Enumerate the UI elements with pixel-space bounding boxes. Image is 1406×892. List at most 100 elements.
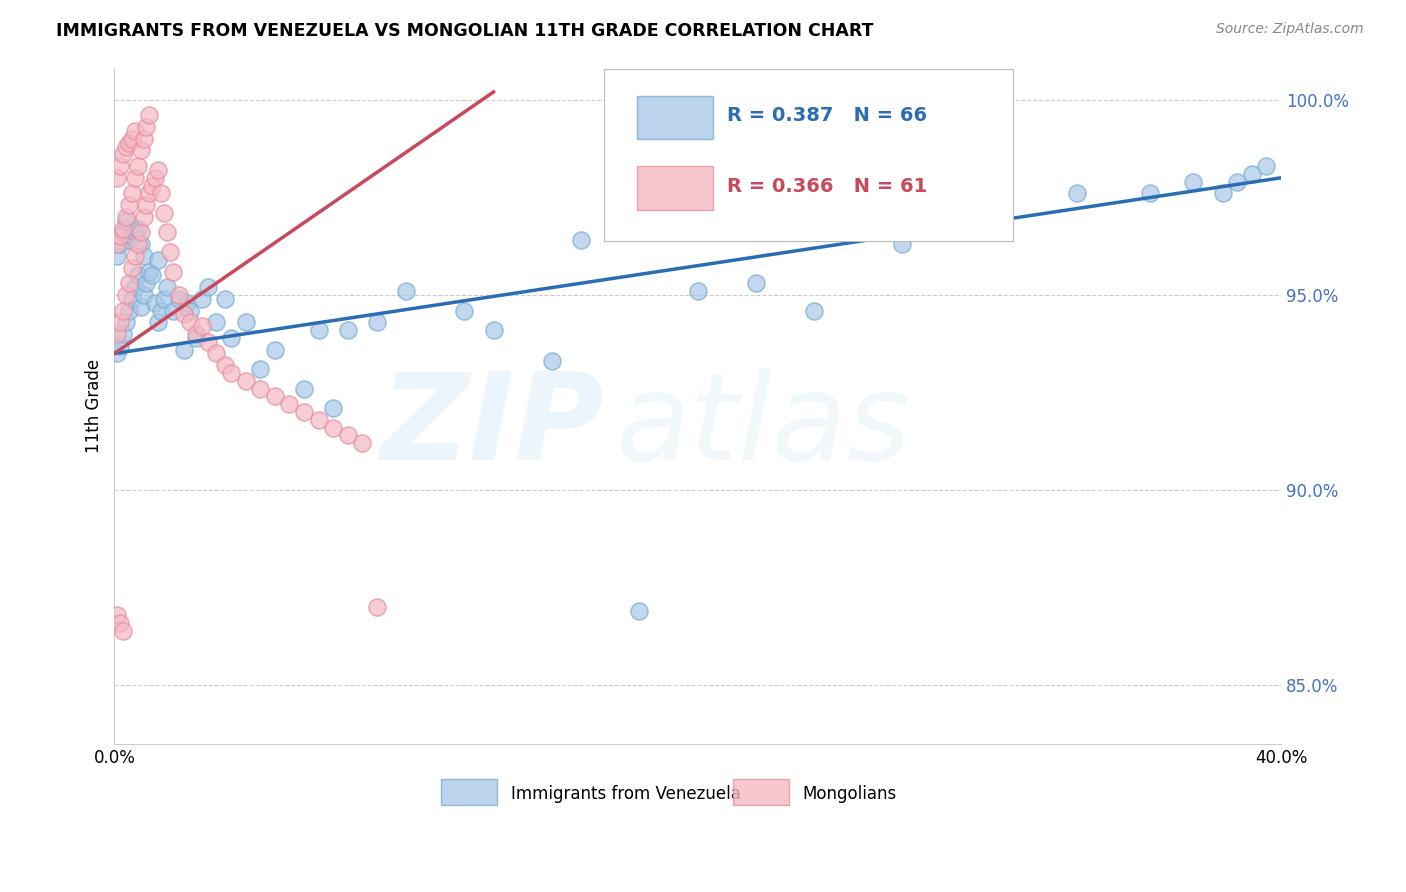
Point [191,319,214,334]
Point [322,420,344,434]
Point [121,132,143,146]
Point [803,303,825,318]
Point [263,389,285,403]
Point [482,323,505,337]
Point [184,326,207,341]
Point [292,405,315,419]
Point [110,159,132,173]
Text: Mongolians: Mongolians [803,786,897,804]
Point [235,315,257,329]
Point [173,308,195,322]
Point [146,252,169,267]
Point [308,323,330,337]
Bar [637,167,713,211]
Point [1139,186,1161,201]
Point [745,277,768,291]
Point [173,343,195,357]
Point [118,303,141,318]
Point [105,170,128,185]
Point [153,206,176,220]
Point [143,295,166,310]
Point [110,229,132,244]
Point [115,139,138,153]
Point [129,237,152,252]
Point [121,292,143,306]
Point [249,362,271,376]
Point [112,226,135,240]
Point [162,303,184,318]
Point [153,292,176,306]
Point [184,331,207,345]
Text: R = 0.387   N = 66: R = 0.387 N = 66 [727,106,927,125]
Point [135,120,157,134]
Point [112,624,135,638]
Point [890,237,912,252]
Text: R = 0.366   N = 61: R = 0.366 N = 61 [727,178,927,196]
Point [112,326,135,341]
Point [569,233,592,247]
Point [124,170,146,185]
Point [110,615,132,630]
Point [110,237,132,252]
Point [105,326,128,341]
Text: Source: ZipAtlas.com: Source: ZipAtlas.com [1216,22,1364,37]
Bar [637,95,713,139]
Point [366,315,388,329]
Point [112,147,135,161]
Point [127,268,149,283]
Point [156,280,179,294]
Bar [733,779,789,805]
Point [132,210,155,224]
Point [121,229,143,244]
Point [118,198,141,212]
Point [124,249,146,263]
Text: Immigrants from Venezuela: Immigrants from Venezuela [510,786,741,804]
Y-axis label: 11th Grade: 11th Grade [86,359,103,453]
Point [143,170,166,185]
Point [366,600,388,615]
Point [115,315,138,329]
Point [214,358,236,372]
Point [146,163,169,178]
Point [167,292,190,306]
Point [132,288,155,302]
Point [1256,159,1278,173]
Point [127,237,149,252]
Point [179,315,201,329]
Point [110,315,132,329]
Point [127,221,149,235]
Point [132,249,155,263]
Point [352,436,374,450]
Point [129,144,152,158]
Point [541,354,564,368]
Point [159,244,181,259]
Point [138,186,160,201]
Point [118,136,141,150]
Point [453,303,475,318]
Point [138,108,160,122]
Text: atlas: atlas [616,368,911,485]
Point [191,292,214,306]
Point [129,300,152,314]
Point [132,132,155,146]
Point [1226,175,1249,189]
Point [141,268,163,283]
Point [1066,186,1088,201]
Point [141,178,163,193]
Point [179,303,201,318]
Point [118,277,141,291]
Point [176,295,198,310]
Point [235,374,257,388]
Point [162,264,184,278]
Point [110,339,132,353]
Point [1240,167,1263,181]
Point [121,260,143,275]
Point [205,315,228,329]
Point [219,331,242,345]
Point [395,284,418,298]
Point [150,186,173,201]
Point [205,346,228,360]
Point [135,198,157,212]
Point [124,280,146,294]
Point [138,264,160,278]
